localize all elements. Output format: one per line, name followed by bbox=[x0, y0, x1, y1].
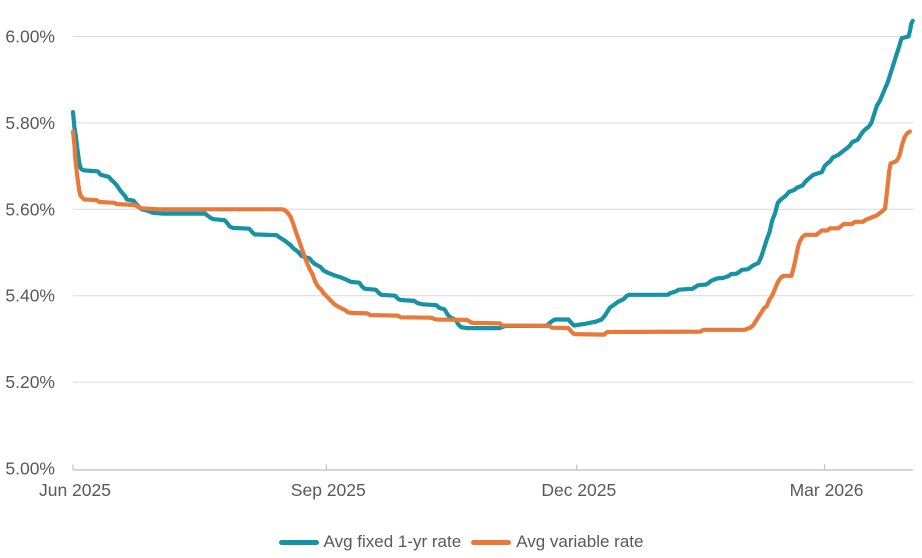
y-axis-label: 5.00% bbox=[5, 459, 55, 479]
y-axis-label: 6.00% bbox=[5, 27, 55, 47]
y-axis-label: 5.20% bbox=[5, 372, 55, 392]
legend: Avg fixed 1-yr rate Avg variable rate bbox=[0, 532, 922, 552]
x-axis-label: Mar 2026 bbox=[790, 480, 864, 500]
fixed-rate-legend-label: Avg fixed 1-yr rate bbox=[323, 532, 462, 551]
variable-rate-legend-label: Avg variable rate bbox=[516, 532, 644, 551]
y-axis-label: 5.80% bbox=[5, 113, 55, 133]
fixed-rate-swatch bbox=[278, 539, 319, 545]
fixed-rate-line bbox=[70, 18, 915, 331]
variable-rate-swatch bbox=[471, 539, 512, 545]
x-axis-label: Dec 2025 bbox=[541, 480, 616, 500]
legend-item-variable: Avg variable rate bbox=[471, 532, 643, 552]
variable-rate-line bbox=[70, 129, 913, 337]
legend-item-fixed: Avg fixed 1-yr rate bbox=[278, 532, 462, 552]
x-axis-label: Jun 2025 bbox=[39, 480, 111, 500]
x-axis-label: Sep 2025 bbox=[291, 480, 366, 500]
y-axis-label: 5.60% bbox=[5, 199, 55, 219]
y-axis-label: 5.40% bbox=[5, 286, 55, 306]
